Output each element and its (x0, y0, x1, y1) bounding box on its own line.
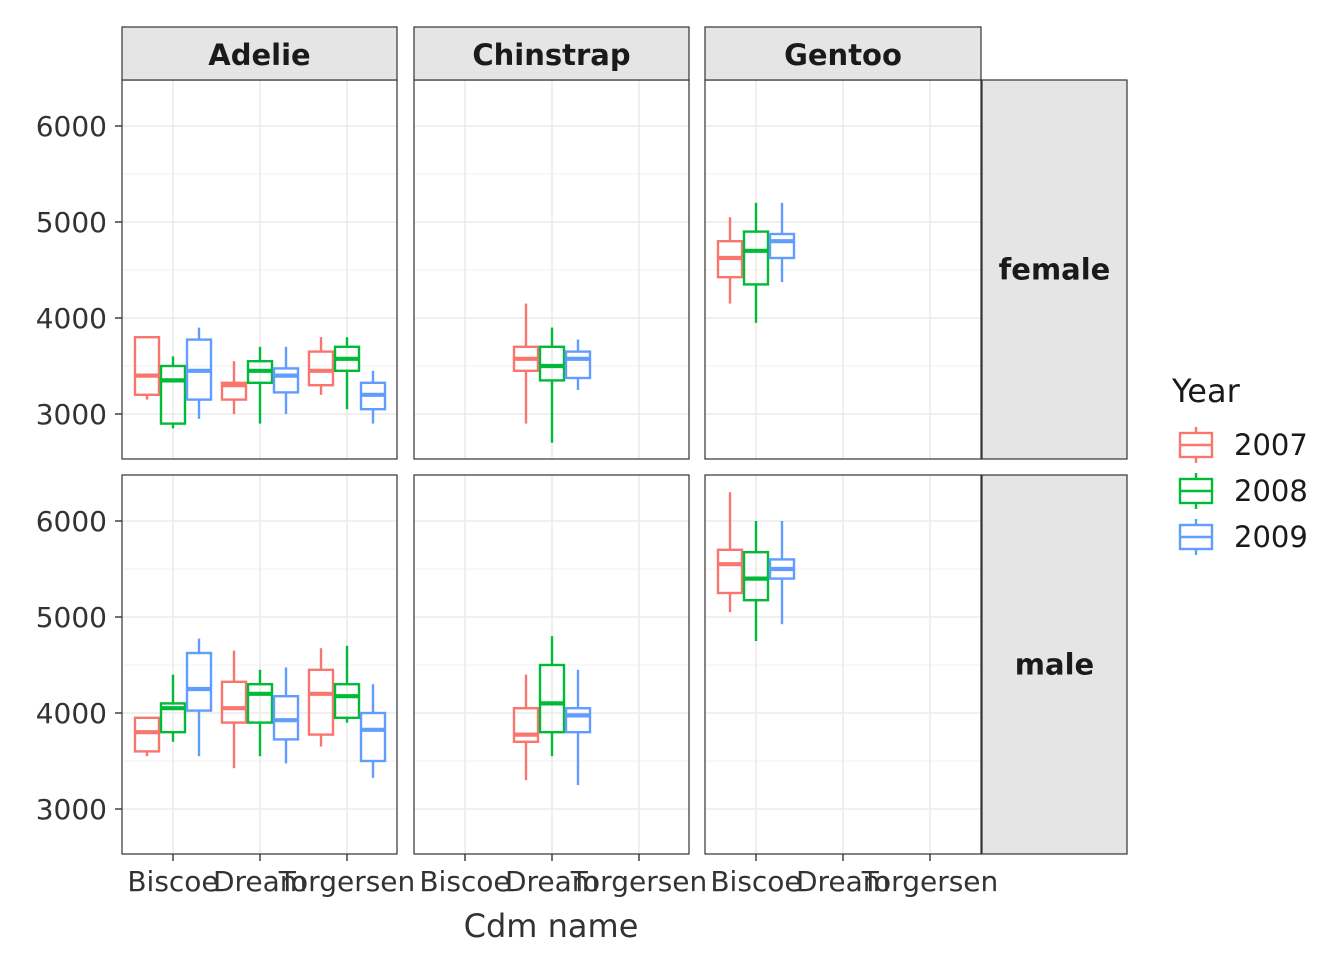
y-tick-label: 6000 (36, 505, 107, 538)
box-adelie-male-dream-2008-iqr (246, 683, 274, 724)
x-tick-label-torgersen: Torgersen (570, 865, 708, 898)
x-tick-label-torgersen: Torgersen (278, 865, 416, 898)
box-gentoo-female-biscoe-2008-iqr (742, 230, 770, 286)
x-axis-title: Cdm name (464, 907, 639, 945)
box-adelie-female-dream-2009-iqr (272, 367, 300, 394)
box-chinstrap-male-dream-2009-iqr (564, 707, 592, 734)
x-tick-label-biscoe: Biscoe (419, 865, 510, 898)
box-adelie-male-dream-2007-iqr (220, 680, 248, 724)
y-tick-label: 5000 (36, 206, 107, 239)
y-tick-label: 3000 (36, 398, 107, 431)
box-gentoo-female-biscoe-2009-iqr (768, 232, 796, 260)
box-adelie-male-dream-2009-iqr (272, 695, 300, 741)
x-tick-label-torgersen: Torgersen (861, 865, 999, 898)
box-adelie-male-torgersen-2008-iqr (333, 683, 361, 720)
strip-label-adelie: Adelie (208, 38, 310, 72)
x-tick-label-dream: Dream (796, 865, 890, 898)
box-adelie-female-torgersen-2007-iqr (307, 350, 335, 387)
x-tick-label-biscoe: Biscoe (127, 865, 218, 898)
y-tick-label: 5000 (36, 601, 107, 634)
box-adelie-male-torgersen-2009-iqr (359, 711, 387, 763)
box-chinstrap-male-dream-2008-iqr (538, 663, 566, 734)
box-gentoo-male-biscoe-2008-iqr (742, 551, 770, 602)
box-adelie-male-biscoe-2008-iqr (159, 702, 187, 734)
x-tick-label-biscoe: Biscoe (710, 865, 801, 898)
strip-label-gentoo: Gentoo (784, 38, 902, 72)
strip-chinstrap (413, 26, 690, 81)
box-adelie-male-biscoe-2009-iqr (185, 651, 213, 712)
x-tick-label-dream: Dream (213, 865, 307, 898)
box-adelie-male-torgersen-2007-iqr (307, 668, 335, 736)
y-tick-label: 4000 (36, 302, 107, 335)
legend-label-2009: 2009 (1234, 520, 1308, 554)
y-tick-label: 4000 (36, 697, 107, 730)
box-gentoo-male-biscoe-2007-iqr (716, 548, 744, 595)
box-adelie-female-biscoe-2008-iqr (159, 364, 187, 425)
box-adelie-female-biscoe-2007-iqr (133, 336, 161, 397)
strip-gentoo (704, 26, 982, 81)
strip-adelie (121, 26, 398, 81)
y-tick-label: 3000 (36, 793, 107, 826)
x-tick-label-dream: Dream (505, 865, 599, 898)
y-tick-label: 6000 (36, 110, 107, 143)
legend-label-2008: 2008 (1234, 474, 1308, 508)
strip-female (981, 79, 1128, 460)
box-chinstrap-female-dream-2009-iqr (564, 350, 592, 380)
strip-label-female: female (999, 253, 1111, 287)
strip-label-male: male (1015, 648, 1094, 682)
legend-label-2007: 2007 (1234, 428, 1308, 462)
box-chinstrap-male-dream-2007-iqr (512, 707, 540, 744)
box-adelie-male-biscoe-2007-iqr (133, 716, 161, 753)
legend-title: Year (1171, 372, 1241, 410)
strip-male (981, 474, 1128, 855)
strip-label-chinstrap: Chinstrap (472, 38, 630, 72)
box-adelie-female-dream-2007-iqr (220, 381, 248, 401)
box-chinstrap-female-dream-2008-iqr (538, 345, 566, 382)
